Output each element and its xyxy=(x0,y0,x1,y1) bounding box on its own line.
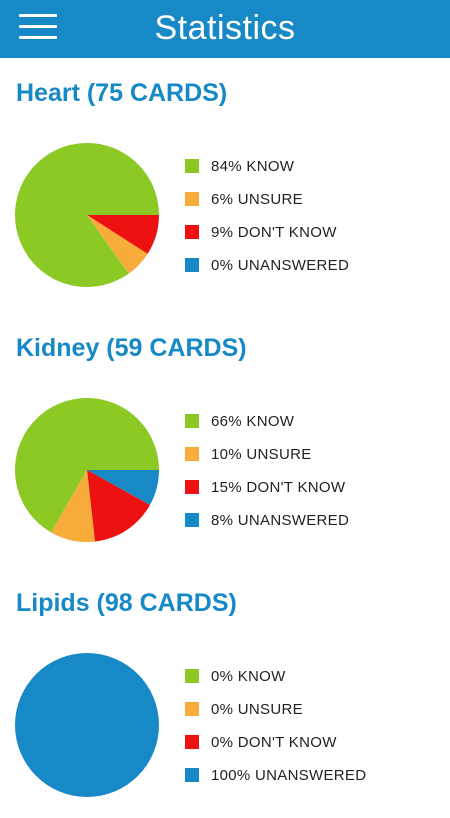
stat-section-kidney: Kidney (59 CARDS) 66% KNOW 10% UNSURE 15… xyxy=(0,313,450,563)
menu-icon[interactable] xyxy=(19,14,59,44)
legend-label: 66% KNOW xyxy=(211,412,295,430)
section-title: Kidney (59 CARDS) xyxy=(16,334,247,362)
legend-label: 9% DON'T KNOW xyxy=(211,223,337,241)
stat-section-lipids: Lipids (98 CARDS) 0% KNOW 0% UNSURE 0% D… xyxy=(0,568,450,818)
pie-chart xyxy=(15,653,159,797)
legend-item-unanswered: 0% UNANSWERED xyxy=(185,255,349,275)
dont-know-slice xyxy=(87,470,150,542)
legend-label: 6% UNSURE xyxy=(211,190,303,208)
unanswered-swatch xyxy=(185,768,199,782)
legend-item-know: 0% KNOW xyxy=(185,666,286,686)
unanswered-slice xyxy=(15,653,159,797)
section-title: Heart (75 CARDS) xyxy=(16,79,228,107)
pie-chart xyxy=(15,143,159,287)
legend-item-unsure: 6% UNSURE xyxy=(185,189,303,209)
legend-label: 0% UNANSWERED xyxy=(211,256,350,274)
stat-section-heart: Heart (75 CARDS) 84% KNOW 6% UNSURE 9% D… xyxy=(0,58,450,308)
dont-know-swatch xyxy=(185,225,199,239)
legend-label: 15% DON'T KNOW xyxy=(211,478,346,496)
legend-item-know: 66% KNOW xyxy=(185,411,294,431)
section-title: Lipids (98 CARDS) xyxy=(16,589,237,617)
legend-item-unsure: 0% UNSURE xyxy=(185,699,303,719)
legend-label: 0% DON'T KNOW xyxy=(211,733,337,751)
legend-item-dont-know: 9% DON'T KNOW xyxy=(185,222,337,242)
legend-label: 100% UNANSWERED xyxy=(211,766,367,784)
legend-label: 0% UNSURE xyxy=(211,700,303,718)
unsure-swatch xyxy=(185,192,199,206)
legend-item-unsure: 10% UNSURE xyxy=(185,444,312,464)
pie-chart xyxy=(15,398,159,542)
app-header: Statistics xyxy=(0,0,450,58)
legend-label: 8% UNANSWERED xyxy=(211,511,350,529)
unsure-swatch xyxy=(185,447,199,461)
legend-item-unanswered: 100% UNANSWERED xyxy=(185,765,366,785)
dont-know-slice xyxy=(87,215,159,254)
dont-know-swatch xyxy=(185,480,199,494)
unsure-swatch xyxy=(185,702,199,716)
legend-item-know: 84% KNOW xyxy=(185,156,294,176)
legend-label: 0% KNOW xyxy=(211,667,286,685)
legend-label: 10% UNSURE xyxy=(211,445,312,463)
legend-item-dont-know: 0% DON'T KNOW xyxy=(185,732,337,752)
unsure-slice xyxy=(51,470,95,542)
dont-know-swatch xyxy=(185,735,199,749)
legend-label: 84% KNOW xyxy=(211,157,295,175)
know-swatch xyxy=(185,669,199,683)
know-swatch xyxy=(185,414,199,428)
know-slice xyxy=(15,398,159,533)
know-swatch xyxy=(185,159,199,173)
unanswered-slice xyxy=(87,470,159,506)
legend-item-dont-know: 15% DON'T KNOW xyxy=(185,477,345,497)
know-slice xyxy=(15,143,159,287)
unanswered-swatch xyxy=(185,513,199,527)
unsure-slice xyxy=(87,215,148,274)
page-title: Statistics xyxy=(154,9,296,47)
unanswered-swatch xyxy=(185,258,199,272)
legend-item-unanswered: 8% UNANSWERED xyxy=(185,510,349,530)
